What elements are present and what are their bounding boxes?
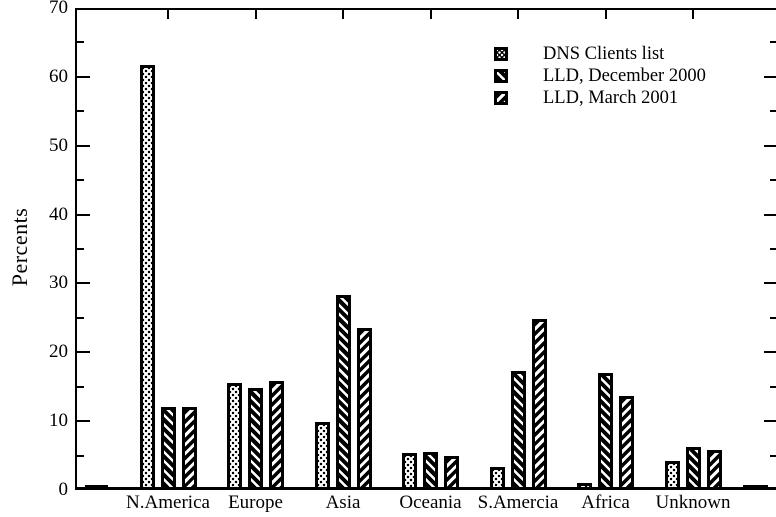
y-right-tick (770, 110, 776, 113)
bar-7-1 (664, 461, 680, 490)
bar-4-1 (402, 452, 417, 490)
bar-5-3 (531, 318, 547, 490)
y-tick-label: 0 (58, 479, 69, 500)
y-right-tick (764, 351, 776, 354)
y-major-tick (77, 144, 90, 147)
bar-6-1 (577, 483, 592, 490)
y-tick-label: 60 (49, 65, 68, 87)
bar-5-1 (489, 467, 505, 490)
x-top-tick (517, 10, 519, 19)
bar-7-2 (685, 447, 701, 490)
legend-swatch-dots-icon (494, 47, 508, 61)
x-top-tick (692, 10, 694, 19)
y-minor-tick (77, 179, 84, 182)
y-right-tick (764, 213, 776, 216)
plot-area (75, 8, 776, 490)
x-top-tick (167, 10, 169, 19)
y-right-tick (770, 385, 776, 388)
bar-3-2 (335, 295, 351, 490)
bar-1-2 (160, 406, 176, 490)
y-right-tick (764, 282, 776, 285)
bar-6-3 (619, 396, 634, 490)
x-top-tick (342, 10, 344, 19)
y-right-tick (770, 248, 776, 250)
x-tick-label-africa: Africa (581, 492, 630, 513)
legend-item-lld-march-2001: LLD, March 2001 (494, 87, 706, 109)
y-minor-tick (77, 248, 84, 250)
bar-3-3 (356, 327, 372, 490)
y-minor-tick (77, 110, 84, 113)
y-tick-label: 50 (49, 134, 68, 156)
y-right-tick (764, 144, 776, 147)
legend-swatch-forward-hatch-icon (494, 91, 508, 105)
bar-2-2 (248, 388, 263, 490)
legend-swatch-backslash-hatch-icon (494, 69, 508, 83)
bar-2-3 (269, 381, 284, 490)
legend-label: LLD, December 2000 (543, 65, 706, 86)
y-major-tick (77, 282, 90, 285)
legend: DNS Clients list LLD, December 2000 LLD,… (494, 43, 706, 109)
x-tick-label-unknown: Unknown (655, 492, 731, 513)
axis-top-frame (75, 8, 776, 10)
y-major-tick (77, 75, 90, 78)
y-right-tick (764, 420, 776, 423)
bar-1-1 (139, 65, 155, 490)
legend-label: DNS Clients list (543, 43, 665, 64)
y-minor-tick (77, 454, 84, 457)
bar-3-1 (314, 421, 330, 490)
baseline-left-dash (85, 485, 108, 490)
y-right-tick (764, 75, 776, 78)
baseline-right-dash (743, 485, 768, 490)
x-top-tick (604, 10, 607, 19)
x-tick-label-asia: Asia (325, 492, 361, 513)
bar-4-3 (444, 456, 459, 490)
y-right-tick (770, 454, 776, 457)
legend-item-lld-december-2000: LLD, December 2000 (494, 65, 706, 87)
bar-5-2 (510, 370, 526, 490)
x-top-tick (254, 10, 257, 19)
y-minor-tick (77, 385, 84, 388)
bar-4-2 (423, 452, 438, 490)
y-right-tick (770, 179, 776, 182)
y-minor-tick (77, 316, 84, 319)
x-tick-label-n-america: N.America (126, 492, 210, 513)
bar-1-3 (181, 406, 197, 490)
legend-item-dns-clients: DNS Clients list (494, 43, 706, 65)
y-tick-label: 40 (49, 203, 68, 225)
y-right-tick (770, 41, 776, 44)
x-tick-label-oceania: Oceania (399, 492, 462, 513)
y-tick-label: 20 (49, 341, 68, 363)
y-major-tick (77, 420, 90, 423)
x-top-tick (429, 10, 432, 19)
y-minor-tick (77, 41, 84, 44)
bar-6-2 (598, 372, 613, 490)
bar-2-1 (227, 382, 242, 490)
axis-y (75, 8, 77, 490)
y-tick-label: 10 (49, 410, 68, 432)
y-major-tick (77, 351, 90, 354)
y-major-tick (77, 213, 90, 216)
y-tick-label: 70 (49, 0, 68, 18)
x-tick-label-europe: Europe (228, 492, 283, 513)
bar-7-3 (706, 450, 722, 490)
y-right-tick (770, 316, 776, 319)
y-tick-label: 30 (49, 272, 68, 294)
x-tick-label-s-amercia: S.Amercia (477, 492, 559, 513)
legend-label: LLD, March 2001 (543, 87, 679, 108)
